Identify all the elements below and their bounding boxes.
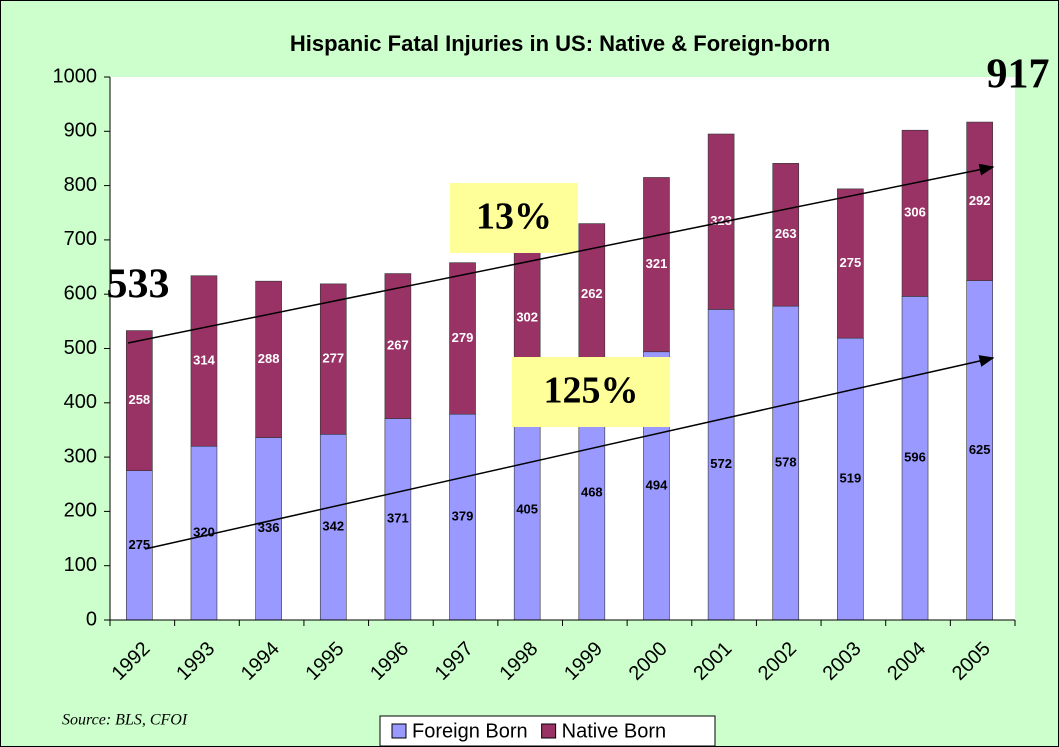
bar-segment	[319, 283, 347, 435]
bar-segment	[126, 330, 153, 471]
data-label: 323	[710, 213, 732, 228]
y-tick-label: 700	[64, 228, 97, 250]
annotation-box	[450, 183, 578, 253]
data-label: 279	[452, 330, 474, 345]
y-tick-label: 500	[64, 337, 97, 359]
bar-segment	[966, 121, 993, 281]
y-tick-label: 400	[64, 391, 97, 413]
data-label: 625	[969, 442, 991, 457]
chart-title: Hispanic Fatal Injuries in US: Native & …	[290, 31, 830, 56]
bar-segment	[707, 309, 735, 621]
bar-segment	[837, 188, 864, 339]
legend-label: Foreign Born	[412, 720, 528, 742]
bar-segment	[772, 163, 800, 307]
trend-arrow	[127, 163, 995, 344]
plot-area	[110, 77, 1015, 620]
data-label: 267	[387, 337, 409, 352]
data-label: 277	[322, 351, 344, 366]
data-label: 275	[128, 537, 150, 552]
bar-segment	[643, 177, 670, 353]
data-label: 519	[840, 471, 862, 486]
y-tick-label: 800	[64, 174, 97, 196]
data-label: 342	[322, 519, 344, 534]
data-label: 405	[516, 501, 538, 516]
bar-segment	[772, 305, 800, 621]
bar-segment	[901, 296, 929, 621]
annotation: 13%	[476, 196, 552, 238]
y-tick-label: 600	[64, 282, 97, 304]
data-label: 578	[775, 455, 797, 470]
legend-label: Native Born	[562, 720, 667, 742]
bar-segment	[449, 262, 476, 415]
data-label: 572	[710, 456, 732, 471]
bar-segment	[901, 129, 929, 297]
bar-segment	[126, 470, 153, 621]
data-label: 321	[646, 256, 668, 271]
y-tick-label: 0	[86, 608, 97, 630]
y-tick-label: 300	[64, 445, 97, 467]
bar-segment	[384, 273, 412, 419]
annotation: 533	[107, 262, 170, 308]
data-label: 494	[646, 477, 668, 492]
trend-arrow	[144, 355, 995, 550]
annotation: 125%	[544, 370, 639, 412]
data-label: 292	[969, 193, 991, 208]
data-label: 320	[193, 525, 215, 540]
annotation: 917	[987, 52, 1050, 98]
bar-segment	[966, 280, 993, 621]
data-label: 314	[193, 352, 215, 367]
bar-segment	[513, 399, 541, 621]
bar-segment	[190, 275, 218, 447]
data-label: 468	[581, 484, 603, 499]
annotation-box	[512, 357, 670, 427]
data-label: 288	[258, 351, 280, 366]
data-label: 379	[452, 509, 474, 524]
bar-segment	[255, 280, 282, 438]
legend-swatch	[541, 723, 557, 739]
data-label: 336	[258, 520, 280, 535]
bars: 275 258 320 314 336 288 342 277 371 267 379 279 405 3…	[126, 121, 993, 621]
legend-swatch	[391, 723, 407, 739]
y-tick-label: 900	[64, 120, 97, 142]
data-label: 258	[128, 392, 150, 407]
bar-segment	[319, 433, 347, 621]
y-tick-label: 200	[64, 500, 97, 522]
data-label: 596	[904, 450, 926, 465]
data-label: 371	[387, 511, 409, 526]
y-tick-label: 100	[64, 554, 97, 576]
bar-segment	[255, 437, 282, 621]
data-label: 263	[775, 226, 797, 241]
source-note: Source: BLS, CFOI	[62, 712, 188, 729]
data-label: 275	[840, 255, 862, 270]
data-label: 302	[516, 310, 538, 325]
y-tick-label: 1000	[53, 65, 98, 87]
data-label: 262	[581, 286, 603, 301]
data-label: 306	[904, 205, 926, 220]
